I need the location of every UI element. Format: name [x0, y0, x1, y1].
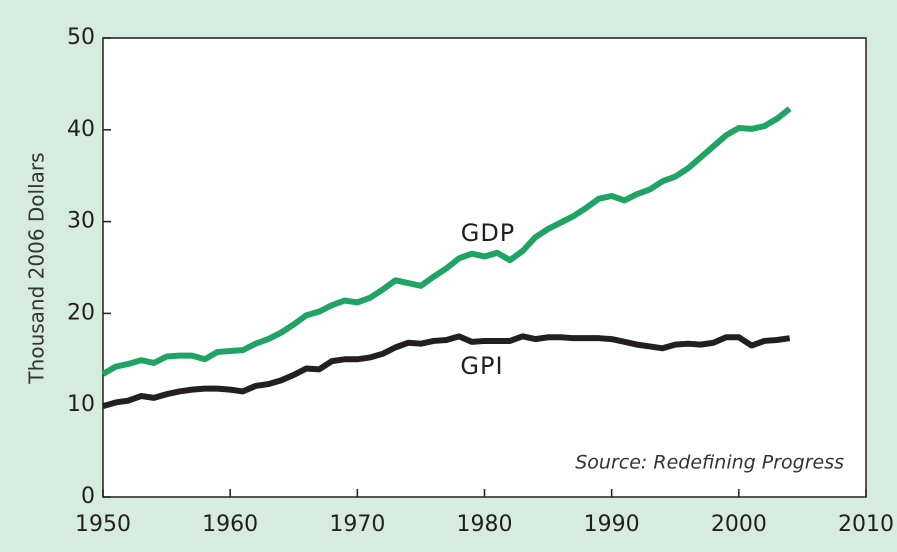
x-tick-label: 1970: [329, 512, 385, 537]
y-tick-label: 20: [67, 300, 95, 325]
y-tick-label: 10: [67, 392, 95, 417]
y-tick-label: 40: [67, 117, 95, 142]
source-note: Source: Redefining Progress: [575, 452, 844, 474]
gdp-annotation: GDP: [461, 219, 516, 247]
gpi-annotation: GPI: [460, 352, 503, 380]
series-line: [101, 106, 792, 377]
x-tick-label: 2000: [711, 512, 767, 537]
x-tick-label: 1980: [457, 512, 513, 537]
x-tick-label: 2010: [838, 512, 894, 537]
series-line: [102, 333, 791, 410]
x-tick-label: 1990: [584, 512, 640, 537]
x-tick-label: 1960: [202, 512, 258, 537]
y-tick-label: 50: [67, 25, 95, 50]
x-tick-label: 1950: [75, 512, 131, 537]
y-tick-label: 0: [81, 484, 95, 509]
plot-area: [102, 37, 867, 498]
y-tick-label: 30: [67, 209, 95, 234]
y-axis-title: Thousand 2006 Dollars: [25, 152, 49, 384]
